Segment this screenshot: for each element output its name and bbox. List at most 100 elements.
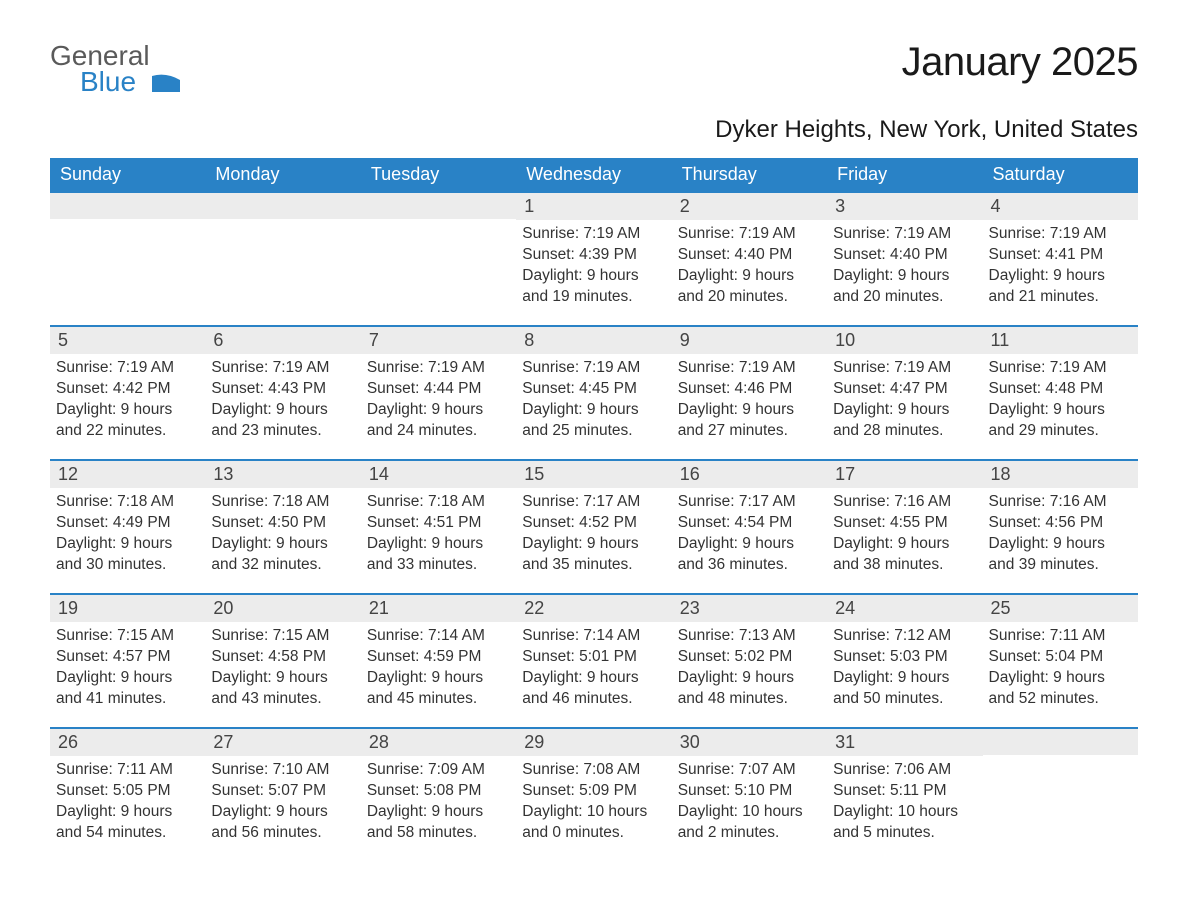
daylight-line: Daylight: 9 hours and 38 minutes. [833,534,976,576]
day-cell: 4Sunrise: 7:19 AMSunset: 4:41 PMDaylight… [983,193,1138,319]
sunrise-line: Sunrise: 7:14 AM [367,626,510,647]
day-cell: 18Sunrise: 7:16 AMSunset: 4:56 PMDayligh… [983,461,1138,587]
day-cell: 5Sunrise: 7:19 AMSunset: 4:42 PMDaylight… [50,327,205,453]
sunrise-line: Sunrise: 7:19 AM [522,224,665,245]
day-cell: 24Sunrise: 7:12 AMSunset: 5:03 PMDayligh… [827,595,982,721]
day-number [983,729,1138,755]
day-cell: 13Sunrise: 7:18 AMSunset: 4:50 PMDayligh… [205,461,360,587]
day-body: Sunrise: 7:14 AMSunset: 5:01 PMDaylight:… [516,622,671,710]
daylight-line: Daylight: 10 hours and 0 minutes. [522,802,665,844]
day-body: Sunrise: 7:19 AMSunset: 4:39 PMDaylight:… [516,220,671,308]
day-cell: 3Sunrise: 7:19 AMSunset: 4:40 PMDaylight… [827,193,982,319]
day-cell [205,193,360,319]
day-number [361,193,516,219]
day-cell: 17Sunrise: 7:16 AMSunset: 4:55 PMDayligh… [827,461,982,587]
day-cell [361,193,516,319]
weekday-header: Monday [205,158,360,191]
day-number: 7 [361,327,516,354]
sunrise-line: Sunrise: 7:17 AM [522,492,665,513]
day-number: 13 [205,461,360,488]
sunrise-line: Sunrise: 7:08 AM [522,760,665,781]
day-body: Sunrise: 7:17 AMSunset: 4:54 PMDaylight:… [672,488,827,576]
sunset-line: Sunset: 5:04 PM [989,647,1132,668]
weekday-header: Thursday [672,158,827,191]
day-body: Sunrise: 7:08 AMSunset: 5:09 PMDaylight:… [516,756,671,844]
daylight-line: Daylight: 9 hours and 21 minutes. [989,266,1132,308]
day-number: 8 [516,327,671,354]
sunset-line: Sunset: 4:56 PM [989,513,1132,534]
day-number: 31 [827,729,982,756]
sunrise-line: Sunrise: 7:11 AM [56,760,199,781]
day-body: Sunrise: 7:09 AMSunset: 5:08 PMDaylight:… [361,756,516,844]
sunset-line: Sunset: 4:55 PM [833,513,976,534]
day-number: 29 [516,729,671,756]
day-number: 26 [50,729,205,756]
day-cell: 22Sunrise: 7:14 AMSunset: 5:01 PMDayligh… [516,595,671,721]
day-number: 19 [50,595,205,622]
sunset-line: Sunset: 5:10 PM [678,781,821,802]
sunset-line: Sunset: 5:11 PM [833,781,976,802]
day-cell: 27Sunrise: 7:10 AMSunset: 5:07 PMDayligh… [205,729,360,855]
day-body: Sunrise: 7:19 AMSunset: 4:45 PMDaylight:… [516,354,671,442]
daylight-line: Daylight: 10 hours and 5 minutes. [833,802,976,844]
sunset-line: Sunset: 5:08 PM [367,781,510,802]
weekday-header: Friday [827,158,982,191]
day-body: Sunrise: 7:18 AMSunset: 4:51 PMDaylight:… [361,488,516,576]
daylight-line: Daylight: 9 hours and 30 minutes. [56,534,199,576]
sunset-line: Sunset: 4:46 PM [678,379,821,400]
day-body: Sunrise: 7:17 AMSunset: 4:52 PMDaylight:… [516,488,671,576]
sunrise-line: Sunrise: 7:10 AM [211,760,354,781]
sunrise-line: Sunrise: 7:19 AM [833,358,976,379]
day-body: Sunrise: 7:11 AMSunset: 5:05 PMDaylight:… [50,756,205,844]
sunset-line: Sunset: 4:47 PM [833,379,976,400]
sunrise-line: Sunrise: 7:19 AM [56,358,199,379]
day-cell: 29Sunrise: 7:08 AMSunset: 5:09 PMDayligh… [516,729,671,855]
daylight-line: Daylight: 9 hours and 56 minutes. [211,802,354,844]
day-body: Sunrise: 7:19 AMSunset: 4:43 PMDaylight:… [205,354,360,442]
location-subtitle: Dyker Heights, New York, United States [50,116,1138,144]
day-cell: 21Sunrise: 7:14 AMSunset: 4:59 PMDayligh… [361,595,516,721]
sunrise-line: Sunrise: 7:19 AM [678,224,821,245]
day-number: 9 [672,327,827,354]
day-number: 20 [205,595,360,622]
sunset-line: Sunset: 4:49 PM [56,513,199,534]
sunrise-line: Sunrise: 7:07 AM [678,760,821,781]
calendar: SundayMondayTuesdayWednesdayThursdayFrid… [50,158,1138,855]
sunrise-line: Sunrise: 7:11 AM [989,626,1132,647]
sunrise-line: Sunrise: 7:18 AM [56,492,199,513]
sunrise-line: Sunrise: 7:16 AM [833,492,976,513]
day-number: 11 [983,327,1138,354]
day-number: 23 [672,595,827,622]
sunset-line: Sunset: 4:48 PM [989,379,1132,400]
day-body: Sunrise: 7:19 AMSunset: 4:42 PMDaylight:… [50,354,205,442]
week-row: 19Sunrise: 7:15 AMSunset: 4:57 PMDayligh… [50,593,1138,721]
sunrise-line: Sunrise: 7:09 AM [367,760,510,781]
day-number: 6 [205,327,360,354]
day-body: Sunrise: 7:19 AMSunset: 4:48 PMDaylight:… [983,354,1138,442]
week-row: 12Sunrise: 7:18 AMSunset: 4:49 PMDayligh… [50,459,1138,587]
day-body: Sunrise: 7:16 AMSunset: 4:56 PMDaylight:… [983,488,1138,576]
day-cell: 11Sunrise: 7:19 AMSunset: 4:48 PMDayligh… [983,327,1138,453]
day-cell: 23Sunrise: 7:13 AMSunset: 5:02 PMDayligh… [672,595,827,721]
sunrise-line: Sunrise: 7:14 AM [522,626,665,647]
daylight-line: Daylight: 9 hours and 35 minutes. [522,534,665,576]
daylight-line: Daylight: 9 hours and 58 minutes. [367,802,510,844]
sunset-line: Sunset: 4:41 PM [989,245,1132,266]
sunset-line: Sunset: 4:40 PM [833,245,976,266]
daylight-line: Daylight: 9 hours and 48 minutes. [678,668,821,710]
day-cell: 20Sunrise: 7:15 AMSunset: 4:58 PMDayligh… [205,595,360,721]
sunset-line: Sunset: 5:02 PM [678,647,821,668]
day-number: 27 [205,729,360,756]
daylight-line: Daylight: 9 hours and 20 minutes. [678,266,821,308]
weekday-header: Tuesday [361,158,516,191]
day-cell: 9Sunrise: 7:19 AMSunset: 4:46 PMDaylight… [672,327,827,453]
day-number: 3 [827,193,982,220]
day-body: Sunrise: 7:06 AMSunset: 5:11 PMDaylight:… [827,756,982,844]
week-row: 26Sunrise: 7:11 AMSunset: 5:05 PMDayligh… [50,727,1138,855]
daylight-line: Daylight: 9 hours and 41 minutes. [56,668,199,710]
sunrise-line: Sunrise: 7:19 AM [367,358,510,379]
day-body: Sunrise: 7:07 AMSunset: 5:10 PMDaylight:… [672,756,827,844]
day-body: Sunrise: 7:18 AMSunset: 4:49 PMDaylight:… [50,488,205,576]
day-cell: 30Sunrise: 7:07 AMSunset: 5:10 PMDayligh… [672,729,827,855]
daylight-line: Daylight: 9 hours and 28 minutes. [833,400,976,442]
